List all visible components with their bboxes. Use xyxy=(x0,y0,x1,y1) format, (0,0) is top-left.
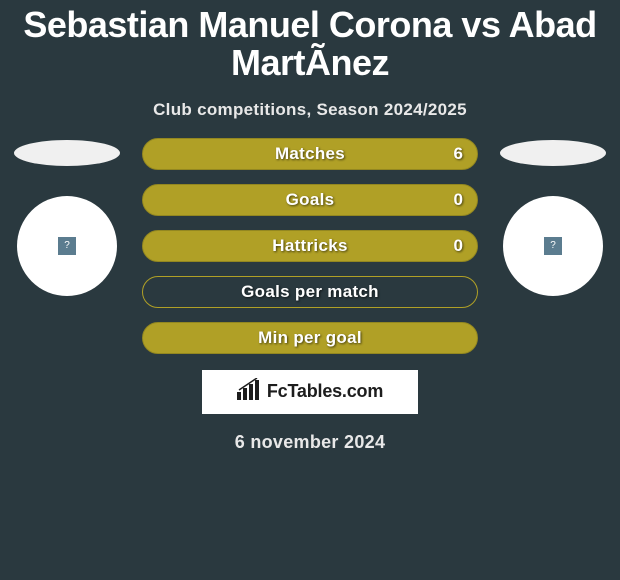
stat-bar-label: Goals per match xyxy=(241,282,379,302)
stat-bar: Min per goal xyxy=(142,322,478,354)
image-placeholder-icon: ? xyxy=(544,237,562,255)
footer-date: 6 november 2024 xyxy=(0,414,620,453)
page-subtitle: Club competitions, Season 2024/2025 xyxy=(0,86,620,138)
stat-bar-value: 0 xyxy=(454,190,463,210)
image-placeholder-icon: ? xyxy=(58,237,76,255)
left-player-col: ? xyxy=(14,138,120,296)
left-player-avatar: ? xyxy=(17,196,117,296)
brand-bars-icon xyxy=(237,378,263,405)
comparison-card: Sebastian Manuel Corona vs Abad MartÃ­ne… xyxy=(0,0,620,453)
stat-bar-label: Hattricks xyxy=(272,236,347,256)
stat-bar-label: Min per goal xyxy=(258,328,362,348)
brand-box: FcTables.com xyxy=(202,370,418,414)
right-player-avatar: ? xyxy=(503,196,603,296)
stat-bar: Matches 6 xyxy=(142,138,478,170)
right-flag-ellipse xyxy=(500,140,606,166)
stat-bar: Goals per match xyxy=(142,276,478,308)
stat-bar-label: Matches xyxy=(275,144,345,164)
stat-bar: Hattricks 0 xyxy=(142,230,478,262)
body-row: ? Matches 6 Goals 0 Hattricks 0 Goals per matc… xyxy=(0,138,620,354)
stat-bar-value: 0 xyxy=(454,236,463,256)
stat-bar-label: Goals xyxy=(286,190,335,210)
right-player-col: ? xyxy=(500,138,606,296)
stat-bars: Matches 6 Goals 0 Hattricks 0 Goals per match M… xyxy=(142,138,478,354)
page-title: Sebastian Manuel Corona vs Abad MartÃ­ne… xyxy=(0,0,620,86)
stat-bar-value: 6 xyxy=(454,144,463,164)
stat-bar: Goals 0 xyxy=(142,184,478,216)
left-flag-ellipse xyxy=(14,140,120,166)
brand-text: FcTables.com xyxy=(267,381,383,402)
